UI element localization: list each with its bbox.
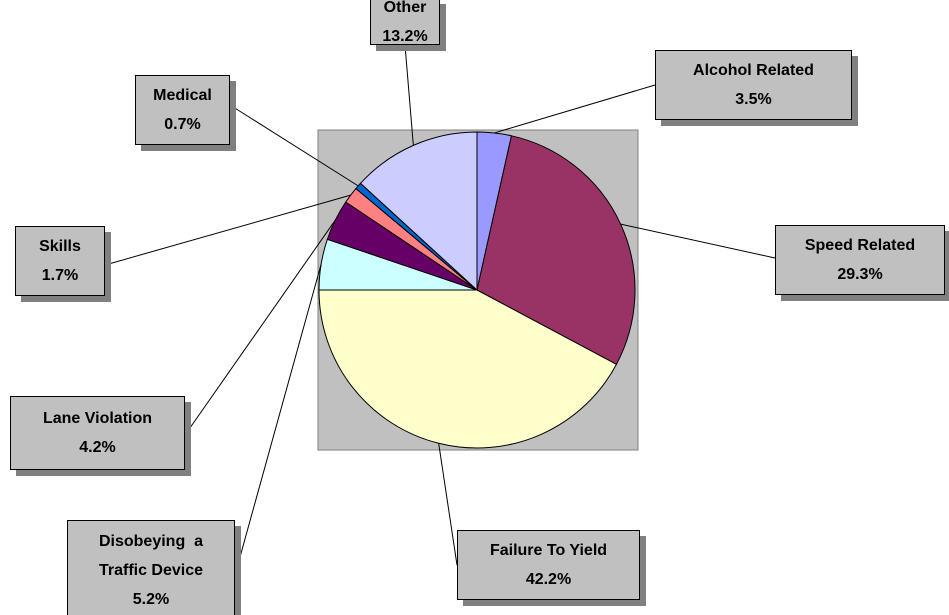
leader-line bbox=[234, 264, 322, 576]
data-label: Disobeying a Traffic Device 5.2% bbox=[67, 520, 235, 615]
label-name: Medical bbox=[153, 87, 212, 104]
data-label: Alcohol Related 3.5% bbox=[655, 50, 852, 120]
label-name: Disobeying a Traffic Device bbox=[98, 532, 208, 579]
pie-slice bbox=[359, 131, 478, 292]
data-label: Speed Related 29.3% bbox=[775, 225, 945, 295]
data-label: Skills 1.7% bbox=[15, 226, 105, 296]
label-name: Speed Related bbox=[804, 237, 916, 254]
label-value: 5.2% bbox=[132, 590, 170, 608]
label-name: Skills bbox=[39, 238, 81, 255]
label-name: Lane Violation bbox=[42, 410, 153, 427]
label-name: Alcohol Related bbox=[693, 62, 814, 79]
label-value: 13.2% bbox=[382, 27, 428, 45]
label-value: 1.7% bbox=[41, 267, 79, 284]
label-value: 4.2% bbox=[79, 439, 116, 456]
label-name: Failure To Yield bbox=[489, 542, 608, 559]
data-label: Other 13.2% bbox=[370, 0, 440, 45]
leader-line bbox=[494, 84, 656, 134]
label-value: 42.2% bbox=[525, 571, 572, 588]
leader-line bbox=[438, 443, 458, 566]
label-value: 0.7% bbox=[164, 116, 201, 133]
leader-line bbox=[404, 44, 414, 146]
label-value: 3.5% bbox=[735, 91, 772, 108]
leader-line bbox=[620, 223, 776, 259]
label-value: 29.3% bbox=[837, 266, 883, 283]
leader-line bbox=[184, 219, 336, 436]
pie-slice bbox=[318, 289, 618, 449]
data-label: Medical 0.7% bbox=[135, 75, 230, 145]
leader-line bbox=[229, 104, 359, 187]
label-name: Other bbox=[383, 0, 427, 16]
data-label: Lane Violation 4.2% bbox=[10, 396, 185, 470]
leader-line bbox=[104, 194, 351, 266]
data-label: Failure To Yield 42.2% bbox=[457, 530, 640, 600]
